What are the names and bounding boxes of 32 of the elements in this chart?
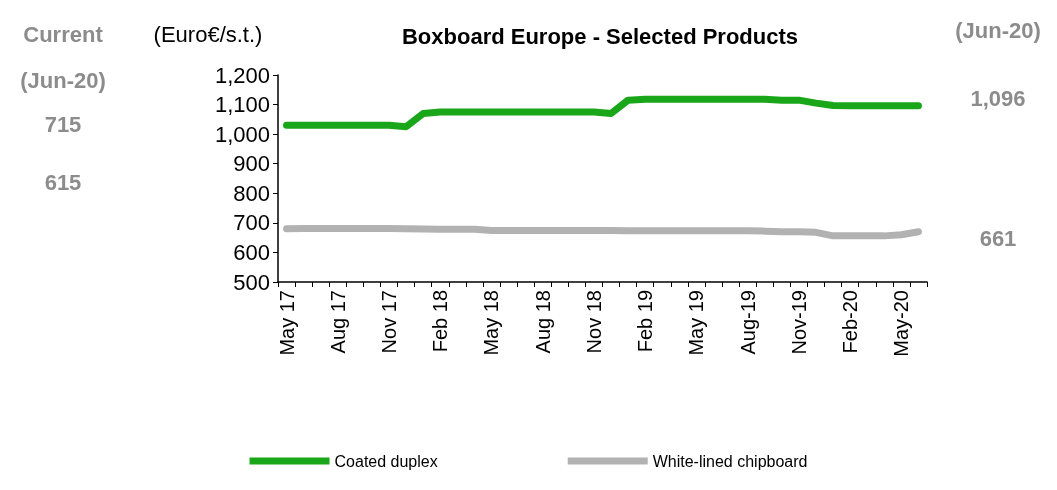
x-tick-label: May-20 [890,290,913,357]
y-tick-label: 800 [233,180,270,206]
x-tick-label: Aug-19 [736,290,759,355]
text: 661 [979,225,1017,251]
text: 615 [44,169,82,195]
y-tick-label: 1,200 [214,62,270,88]
y-tick-label: 1,000 [214,121,270,147]
y-tick-label: 700 [233,210,270,236]
x-tick-label: May 19 [685,290,708,356]
x-tick-label: May 18 [480,290,503,356]
text: 1,096 [970,85,1026,111]
legend-label: Coated duplex [334,452,438,470]
y-tick-label: 900 [233,151,270,177]
x-tick-label: Feb-20 [839,290,862,354]
x-tick-label: Nov-19 [787,290,810,355]
x-tick-label: Nov 18 [582,290,605,354]
text: (Jun-20) [955,17,1041,43]
y-tick-label: 500 [233,269,270,295]
x-tick-label: Feb 19 [634,290,657,353]
y-axis-title: (Euro€/s.t.) [153,21,263,47]
text: Current [23,21,104,47]
text: 715 [44,111,82,137]
x-tick-label: May 17 [275,290,298,356]
text: (Jun-20) [20,67,106,93]
x-tick-label: Aug 17 [326,290,349,354]
x-tick-label: Aug 18 [531,290,554,354]
x-tick-label: Nov 17 [378,290,401,354]
y-tick-label: 1,100 [214,92,270,118]
y-tick-label: 600 [233,239,270,265]
legend-label: White-lined chipboard [652,452,808,470]
chart-title: Boxboard Europe - Selected Products [401,23,799,49]
x-tick-label: Feb 18 [429,290,452,353]
